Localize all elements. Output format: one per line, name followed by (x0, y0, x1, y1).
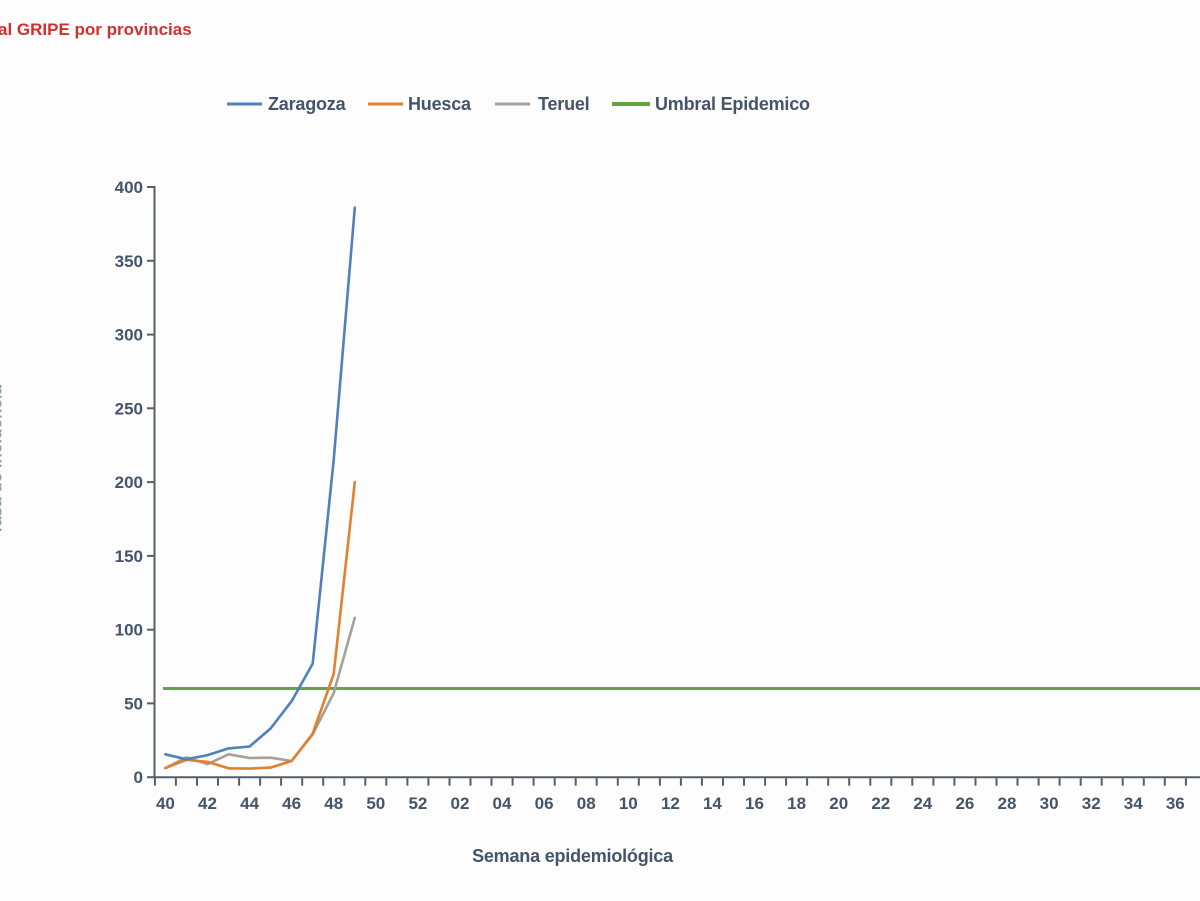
svg-text:100: 100 (115, 621, 143, 640)
svg-text:150: 150 (115, 547, 143, 566)
svg-text:48: 48 (324, 794, 343, 813)
svg-text:06: 06 (535, 794, 554, 813)
svg-text:0: 0 (134, 768, 143, 787)
svg-text:14: 14 (703, 794, 722, 813)
svg-text:20: 20 (829, 794, 848, 813)
svg-text:Teruel: Teruel (538, 94, 589, 114)
svg-text:30: 30 (1040, 794, 1059, 813)
svg-text:Semana epidemiológica: Semana epidemiológica (472, 846, 674, 866)
svg-text:40: 40 (156, 794, 175, 813)
svg-text:250: 250 (115, 399, 143, 418)
svg-text:Zaragoza: Zaragoza (268, 94, 347, 114)
svg-text:34: 34 (1124, 794, 1143, 813)
svg-text:Tasa de incidencia: Tasa de incidencia (0, 385, 6, 535)
svg-text:08: 08 (577, 794, 596, 813)
svg-text:12: 12 (661, 794, 680, 813)
svg-text:400: 400 (115, 178, 143, 197)
svg-text:32: 32 (1082, 794, 1101, 813)
svg-text:50: 50 (124, 694, 143, 713)
svg-text:22: 22 (871, 794, 890, 813)
svg-text:18: 18 (787, 794, 806, 813)
svg-text:28: 28 (998, 794, 1017, 813)
svg-text:16: 16 (745, 794, 764, 813)
svg-text:350: 350 (115, 252, 143, 271)
svg-text:300: 300 (115, 326, 143, 345)
svg-text:46: 46 (282, 794, 301, 813)
svg-text:26: 26 (955, 794, 974, 813)
svg-text:al GRIPE por provincias: al GRIPE por provincias (0, 20, 192, 39)
svg-text:44: 44 (240, 794, 259, 813)
svg-text:10: 10 (619, 794, 638, 813)
svg-text:04: 04 (493, 794, 512, 813)
svg-text:52: 52 (408, 794, 427, 813)
svg-text:Huesca: Huesca (408, 94, 472, 114)
svg-text:50: 50 (366, 794, 385, 813)
svg-text:02: 02 (451, 794, 470, 813)
svg-text:24: 24 (913, 794, 932, 813)
svg-text:200: 200 (115, 473, 143, 492)
svg-text:42: 42 (198, 794, 217, 813)
svg-text:36: 36 (1166, 794, 1185, 813)
svg-text:Umbral Epidemico: Umbral Epidemico (655, 94, 810, 114)
